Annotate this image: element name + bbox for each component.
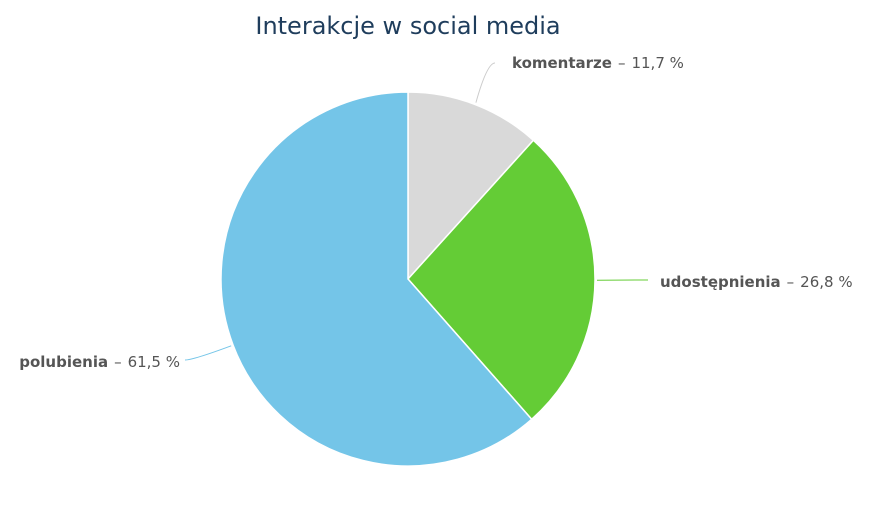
- label-separator: –: [787, 273, 795, 291]
- label-name: komentarze: [512, 54, 612, 72]
- label-separator: –: [618, 54, 626, 72]
- connector: [184, 345, 232, 361]
- label-name: polubienia: [19, 353, 108, 371]
- label-value: 11,7 %: [631, 54, 683, 72]
- data-label: komentarze –11,7 %: [512, 54, 684, 72]
- pie-slice: [220, 91, 533, 467]
- label-separator: –: [114, 353, 122, 371]
- chart-title: Interakcje w social media: [255, 12, 560, 40]
- pie-slice: [406, 139, 596, 421]
- connector: [475, 62, 496, 103]
- label-value: 26,8 %: [800, 273, 852, 291]
- data-label: polubienia –61,5 %: [19, 353, 180, 371]
- label-name: udostępnienia: [660, 273, 781, 291]
- label-value: 61,5 %: [128, 353, 180, 371]
- pie-slice: [407, 91, 535, 281]
- data-label: udostępnienia –26,8 %: [660, 273, 853, 291]
